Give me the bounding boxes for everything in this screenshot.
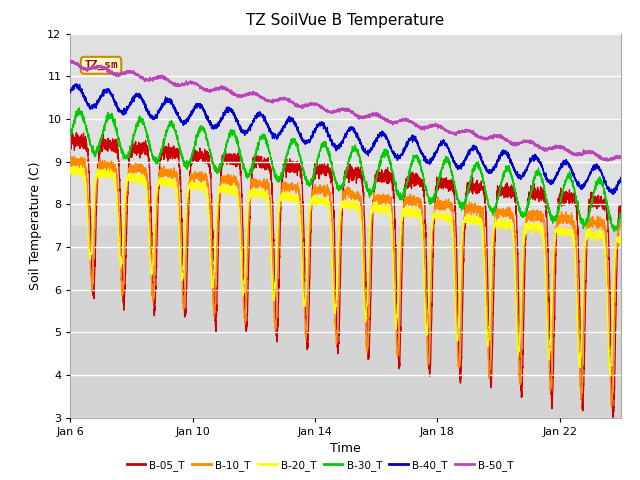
Text: TZ_sm: TZ_sm — [84, 60, 118, 71]
B-20_T — [438, 215, 446, 220]
B-20_T — [325, 205, 333, 211]
B-30_T — [67, 127, 74, 133]
B-40_T — [609, 192, 616, 197]
X-axis label: Time: Time — [330, 442, 361, 455]
B-40_T — [325, 133, 333, 139]
B-30_T — [500, 173, 508, 179]
Line: B-30_T: B-30_T — [70, 108, 621, 231]
Title: TZ SoilVue B Temperature: TZ SoilVue B Temperature — [246, 13, 445, 28]
Line: B-10_T: B-10_T — [70, 156, 621, 407]
B-10_T — [67, 162, 74, 168]
B-05_T — [325, 166, 333, 172]
B-30_T — [617, 212, 625, 217]
B-50_T — [469, 132, 477, 137]
B-10_T — [608, 404, 616, 410]
B-10_T — [325, 186, 333, 192]
B-05_T — [617, 204, 625, 210]
Line: B-20_T: B-20_T — [70, 165, 621, 376]
B-50_T — [617, 155, 625, 160]
B-50_T — [500, 137, 508, 143]
B-05_T — [166, 148, 173, 154]
B-50_T — [67, 58, 74, 63]
B-50_T — [166, 79, 173, 84]
Bar — [70, 226, 621, 418]
B-50_T — [438, 125, 446, 131]
B-05_T — [438, 179, 446, 185]
B-30_T — [438, 164, 446, 169]
B-50_T — [67, 59, 74, 64]
B-40_T — [73, 81, 81, 86]
B-20_T — [77, 162, 85, 168]
B-30_T — [76, 105, 83, 111]
Y-axis label: Soil Temperature (C): Soil Temperature (C) — [29, 161, 42, 290]
B-20_T — [617, 233, 625, 239]
Line: B-50_T: B-50_T — [70, 60, 621, 161]
B-10_T — [616, 218, 624, 224]
B-40_T — [469, 144, 477, 150]
B-30_T — [616, 214, 624, 219]
B-50_T — [604, 158, 612, 164]
B-10_T — [617, 221, 625, 227]
B-10_T — [500, 207, 508, 213]
B-50_T — [325, 109, 333, 115]
B-05_T — [469, 186, 477, 192]
Line: B-05_T: B-05_T — [70, 133, 621, 424]
B-20_T — [606, 373, 614, 379]
B-20_T — [500, 217, 508, 223]
B-10_T — [469, 204, 477, 210]
B-50_T — [616, 155, 624, 161]
B-05_T — [500, 195, 508, 201]
Line: B-40_T: B-40_T — [70, 84, 621, 194]
B-30_T — [611, 228, 618, 234]
B-30_T — [166, 122, 173, 128]
B-10_T — [438, 200, 446, 205]
B-05_T — [67, 142, 74, 148]
B-40_T — [166, 96, 173, 102]
Legend: B-05_T, B-10_T, B-20_T, B-30_T, B-40_T, B-50_T: B-05_T, B-10_T, B-20_T, B-30_T, B-40_T, … — [122, 456, 518, 475]
B-20_T — [166, 180, 173, 185]
B-10_T — [70, 153, 78, 159]
B-05_T — [609, 421, 616, 427]
B-05_T — [72, 130, 80, 136]
B-40_T — [500, 148, 508, 154]
B-40_T — [617, 178, 625, 183]
B-40_T — [438, 140, 446, 145]
B-20_T — [67, 167, 74, 173]
B-20_T — [469, 220, 477, 226]
B-30_T — [325, 148, 333, 154]
B-40_T — [67, 89, 74, 95]
B-30_T — [469, 168, 477, 173]
B-05_T — [616, 209, 624, 215]
B-10_T — [166, 173, 173, 179]
B-20_T — [616, 239, 624, 244]
B-40_T — [616, 177, 624, 182]
